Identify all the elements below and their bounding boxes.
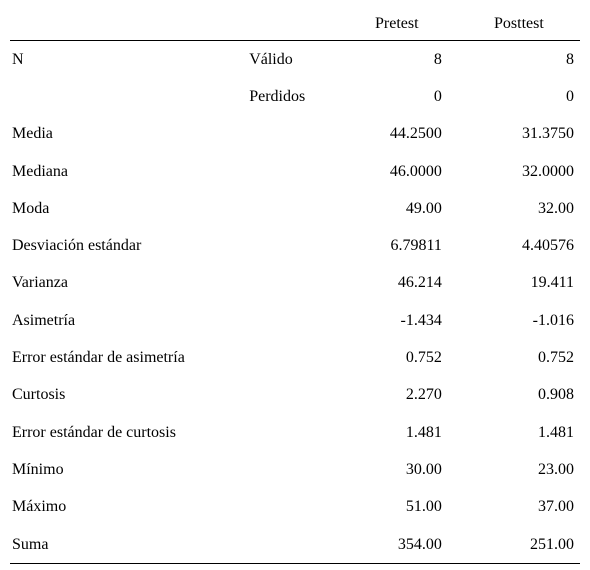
cell-missing-label: Perdidos — [249, 78, 336, 115]
cell-min-post: 23.00 — [458, 451, 580, 488]
cell-suma-pre: 354.00 — [336, 526, 458, 564]
cell-curt-pre: 2.270 — [336, 377, 458, 414]
cell-moda-label: Moda — [10, 190, 336, 227]
row-media: Media 44.2500 31.3750 — [10, 116, 580, 153]
cell-curt-label: Curtosis — [10, 377, 336, 414]
row-eeasim: Error estándar de asimetría 0.752 0.752 — [10, 339, 580, 376]
cell-missing-pre: 0 — [336, 78, 458, 115]
cell-media-post: 31.3750 — [458, 116, 580, 153]
cell-n-label: N — [10, 41, 249, 79]
header-blank-2 — [249, 8, 336, 41]
cell-desv-post: 4.40576 — [458, 227, 580, 264]
cell-desv-pre: 6.79811 — [336, 227, 458, 264]
row-n-valid: N Válido 8 8 — [10, 41, 580, 79]
row-eecurt: Error estándar de curtosis 1.481 1.481 — [10, 414, 580, 451]
cell-max-post: 37.00 — [458, 489, 580, 526]
cell-moda-pre: 49.00 — [336, 190, 458, 227]
cell-asim-label: Asimetría — [10, 302, 336, 339]
header-blank-1 — [10, 8, 249, 41]
cell-var-post: 19.411 — [458, 265, 580, 302]
cell-eeasim-pre: 0.752 — [336, 339, 458, 376]
row-n-missing: Perdidos 0 0 — [10, 78, 580, 115]
cell-eecurt-label: Error estándar de curtosis — [10, 414, 336, 451]
row-max: Máximo 51.00 37.00 — [10, 489, 580, 526]
row-asim: Asimetría -1.434 -1.016 — [10, 302, 580, 339]
cell-suma-label: Suma — [10, 526, 336, 564]
cell-var-pre: 46.214 — [336, 265, 458, 302]
cell-missing-post: 0 — [458, 78, 580, 115]
cell-min-label: Mínimo — [10, 451, 336, 488]
cell-curt-post: 0.908 — [458, 377, 580, 414]
cell-media-label: Media — [10, 116, 336, 153]
cell-media-pre: 44.2500 — [336, 116, 458, 153]
cell-mediana-post: 32.0000 — [458, 153, 580, 190]
cell-min-pre: 30.00 — [336, 451, 458, 488]
row-curt: Curtosis 2.270 0.908 — [10, 377, 580, 414]
row-desv: Desviación estándar 6.79811 4.40576 — [10, 227, 580, 264]
cell-max-label: Máximo — [10, 489, 336, 526]
header-posttest: Posttest — [458, 8, 580, 41]
cell-desv-label: Desviación estándar — [10, 227, 336, 264]
cell-asim-pre: -1.434 — [336, 302, 458, 339]
cell-blank — [10, 78, 249, 115]
row-moda: Moda 49.00 32.00 — [10, 190, 580, 227]
cell-mediana-label: Mediana — [10, 153, 336, 190]
row-mediana: Mediana 46.0000 32.0000 — [10, 153, 580, 190]
cell-valid-pre: 8 — [336, 41, 458, 79]
cell-asim-post: -1.016 — [458, 302, 580, 339]
descriptive-statistics-table: Pretest Posttest N Válido 8 8 Perdidos 0… — [10, 8, 580, 564]
cell-eecurt-post: 1.481 — [458, 414, 580, 451]
row-var: Varianza 46.214 19.411 — [10, 265, 580, 302]
header-row: Pretest Posttest — [10, 8, 580, 41]
cell-mediana-pre: 46.0000 — [336, 153, 458, 190]
cell-suma-post: 251.00 — [458, 526, 580, 564]
cell-eeasim-label: Error estándar de asimetría — [10, 339, 336, 376]
cell-eeasim-post: 0.752 — [458, 339, 580, 376]
cell-moda-post: 32.00 — [458, 190, 580, 227]
cell-max-pre: 51.00 — [336, 489, 458, 526]
cell-var-label: Varianza — [10, 265, 336, 302]
stats-table-container: Pretest Posttest N Válido 8 8 Perdidos 0… — [0, 0, 590, 570]
row-min: Mínimo 30.00 23.00 — [10, 451, 580, 488]
header-pretest: Pretest — [336, 8, 458, 41]
cell-valid-post: 8 — [458, 41, 580, 79]
row-suma: Suma 354.00 251.00 — [10, 526, 580, 564]
cell-valid-label: Válido — [249, 41, 336, 79]
cell-eecurt-pre: 1.481 — [336, 414, 458, 451]
